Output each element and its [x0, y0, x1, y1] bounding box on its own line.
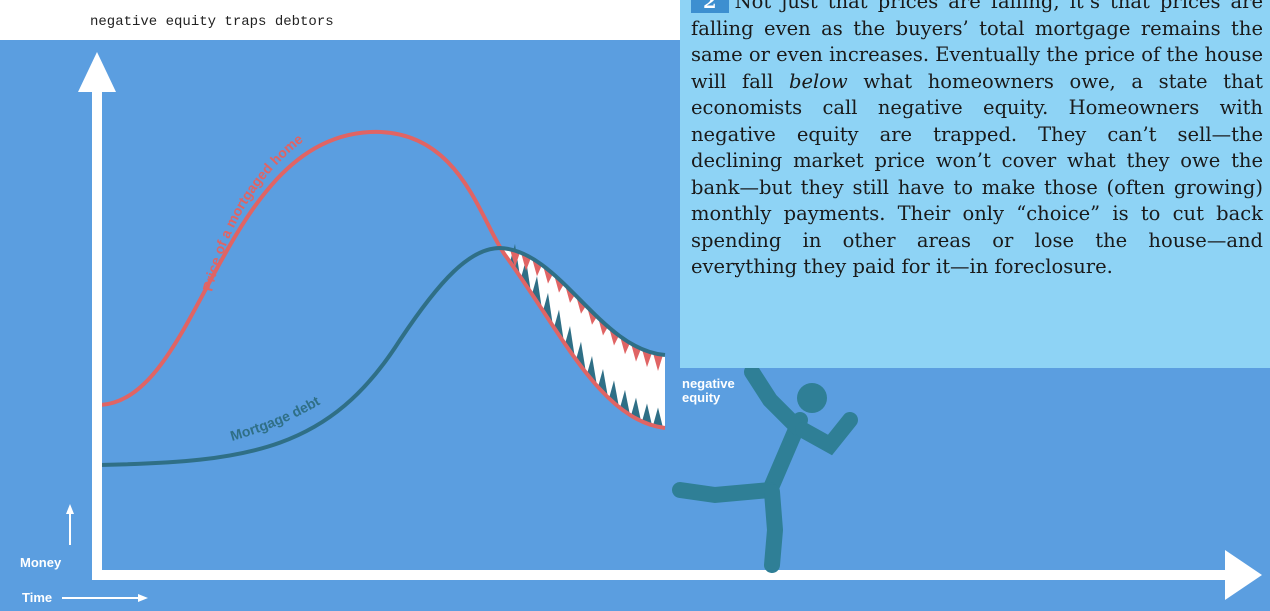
region-label: negative equity	[682, 377, 762, 405]
debt-label: Mortgage debt	[228, 392, 322, 443]
section-number: 2	[691, 0, 729, 13]
price-curve	[100, 132, 665, 428]
money-arrowhead	[66, 504, 74, 514]
article-emphasis: below	[789, 70, 848, 93]
page: negative equity traps debtors Price of a…	[0, 0, 1270, 611]
y-arrow	[78, 52, 116, 92]
article-text: what homeowners owe, a state that econom…	[691, 70, 1263, 279]
debt-label-text: Mortgage debt	[228, 392, 322, 443]
x-axis-label: Time	[22, 590, 52, 605]
x-arrow	[1225, 550, 1262, 600]
y-axis-label: Money	[20, 555, 61, 570]
time-arrowhead	[138, 594, 148, 602]
